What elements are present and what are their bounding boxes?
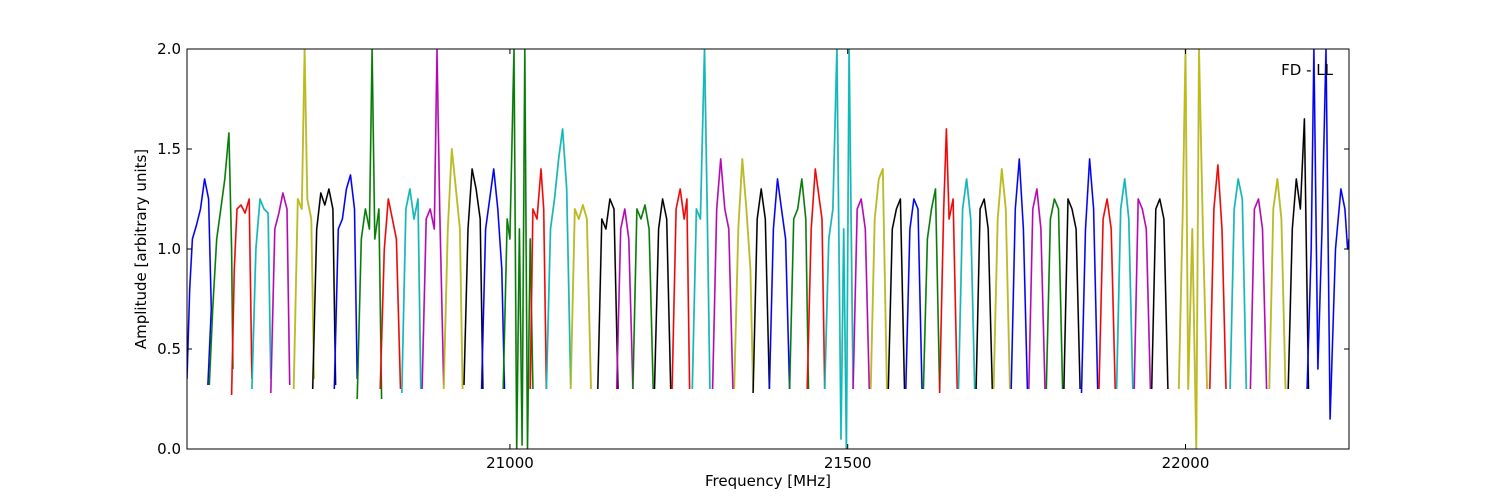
series-line-13	[463, 168, 484, 390]
panel-annotation: FD - LL	[1281, 61, 1333, 79]
series-line-43	[1045, 198, 1064, 390]
y-tick-label: 0.5	[157, 340, 181, 358]
series-line-30	[806, 168, 826, 390]
series-line-45	[1080, 158, 1099, 394]
y-tick-label: 0.0	[157, 440, 181, 458]
series-line-17	[545, 128, 572, 390]
series-line-36	[922, 188, 941, 390]
x-tick-label: 21500	[824, 454, 872, 472]
series-line-38	[957, 178, 976, 390]
x-tick-label: 22000	[1162, 454, 1210, 472]
series-line-6	[312, 188, 337, 390]
series-line-4	[270, 192, 291, 394]
series-line-0	[187, 178, 213, 386]
series-line-33	[870, 168, 888, 390]
series-line-32	[852, 198, 870, 390]
x-axis: 21000 21500 22000	[486, 49, 1209, 472]
series-line-56	[1306, 49, 1349, 420]
series-line-31	[824, 49, 854, 449]
series-line-46	[1098, 198, 1116, 390]
series-line-9	[379, 198, 402, 390]
series-line-53	[1249, 198, 1268, 390]
series-line-22	[653, 198, 672, 390]
series-line-8	[356, 49, 383, 400]
series-line-2	[230, 198, 253, 396]
series-line-41	[1010, 158, 1029, 390]
y-tick-label: 1.5	[157, 140, 181, 158]
series-line-14	[480, 168, 506, 390]
series-line-27	[752, 188, 771, 394]
series-line-48	[1133, 198, 1152, 390]
series-line-54	[1268, 178, 1287, 390]
x-axis-label: Frequency [MHz]	[705, 472, 831, 490]
series-layer	[187, 49, 1349, 449]
series-line-37	[938, 128, 958, 394]
series-line-1	[208, 132, 234, 386]
y-tick-label: 2.0	[157, 40, 181, 58]
series-line-52	[1229, 178, 1247, 390]
series-line-21	[632, 204, 654, 390]
series-line-35	[905, 198, 923, 390]
series-line-5	[293, 49, 315, 390]
series-line-39	[975, 198, 993, 390]
series-line-7	[333, 174, 358, 390]
series-line-23	[671, 188, 691, 390]
series-line-3	[251, 198, 272, 390]
series-line-20	[616, 208, 634, 390]
series-line-29	[788, 178, 810, 390]
y-axis: 0.0 0.5 1.0 1.5 2.0	[157, 40, 1349, 458]
series-line-44	[1063, 198, 1081, 390]
series-line-19	[597, 198, 619, 390]
series-line-47	[1115, 178, 1134, 390]
y-tick-label: 1.0	[157, 240, 181, 258]
series-line-51	[1209, 164, 1227, 390]
series-line-16	[529, 168, 548, 390]
series-line-24	[691, 49, 711, 390]
series-line-40	[992, 168, 1011, 390]
y-axis-label: Amplitude [arbitrary units]	[132, 149, 150, 349]
series-line-28	[768, 178, 791, 390]
series-line-15	[502, 49, 534, 449]
series-line-55	[1287, 118, 1310, 390]
series-line-25	[711, 158, 734, 390]
series-line-26	[733, 158, 754, 390]
series-line-11	[421, 49, 445, 390]
series-line-50	[1178, 49, 1208, 449]
series-line-12	[443, 148, 464, 390]
series-line-49	[1151, 198, 1169, 390]
x-tick-label: 21000	[486, 454, 534, 472]
series-line-34	[887, 198, 906, 390]
series-line-42	[1028, 188, 1046, 390]
series-line-18	[570, 204, 592, 390]
series-line-10	[401, 188, 422, 394]
